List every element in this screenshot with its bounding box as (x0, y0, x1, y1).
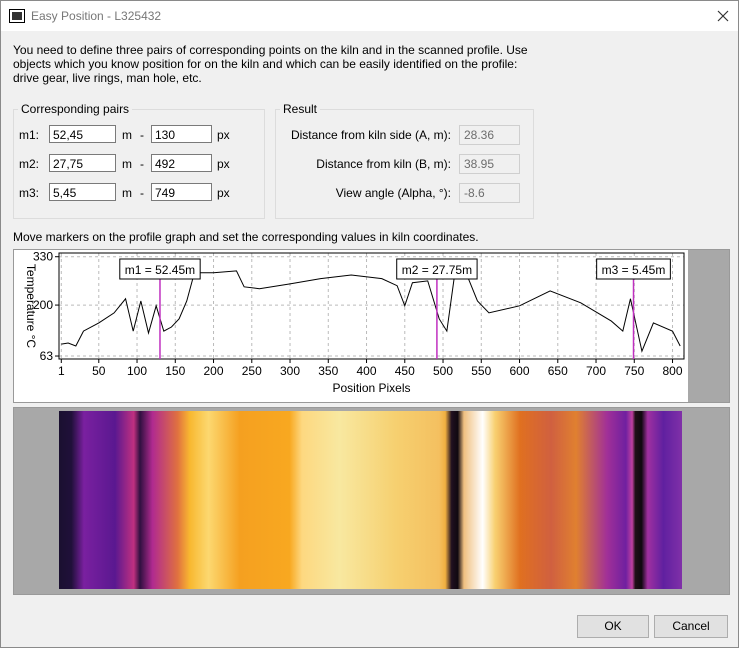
x-tick-label: 300 (280, 364, 300, 378)
x-tick-label: 100 (127, 364, 147, 378)
marker-label: m2 = 27.75m (402, 263, 472, 277)
meters-input[interactable]: 27,75 (49, 154, 116, 172)
marker-label: m1 = 52.45m (125, 263, 195, 277)
meters-input[interactable]: 5,45 (49, 183, 116, 201)
chart: 1 50 100 150 200 250 300 350 400 450 500 550 600 650 7… (24, 250, 685, 395)
unit: px (217, 186, 230, 200)
result-group (275, 109, 534, 219)
y-tick-label: 330 (33, 250, 53, 264)
marker-label: m3 = 5.45m (602, 263, 666, 277)
result-value: -8.6 (459, 183, 520, 203)
pairs-group (13, 109, 265, 219)
x-tick-label: 800 (663, 364, 683, 378)
x-tick-label: 400 (357, 364, 377, 378)
x-tick-label: 1 (58, 364, 65, 378)
separator: - (140, 186, 144, 200)
title-bar: Easy Position - L325432 (1, 1, 738, 31)
x-tick-label: 200 (204, 364, 224, 378)
plot-border (58, 252, 685, 360)
meters-input[interactable]: 52,45 (49, 125, 116, 143)
pixels-input[interactable]: 492 (151, 154, 212, 172)
profile-line (61, 270, 681, 353)
marker-box (596, 258, 671, 280)
marker-box (119, 258, 201, 280)
marker-box (396, 258, 478, 280)
window-title: Easy Position - L325432 (31, 9, 162, 23)
app-icon (9, 9, 25, 23)
y-tick-label: 63 (40, 349, 54, 363)
x-tick-label: 550 (471, 364, 491, 378)
unit: m (122, 157, 132, 171)
unit: px (217, 157, 230, 171)
x-tick-label: 700 (586, 364, 606, 378)
result-value: 38.95 (459, 154, 520, 174)
unit: px (217, 128, 230, 142)
unit: m (122, 186, 132, 200)
cancel-button[interactable]: Cancel (654, 615, 728, 638)
result-label: Distance from kiln (B, m): (316, 157, 451, 171)
x-tick-label: 750 (624, 364, 644, 378)
x-tick-label: 50 (92, 364, 106, 378)
x-tick-label: 250 (242, 364, 262, 378)
x-tick-label: 450 (395, 364, 415, 378)
y-axis-label: Temperature °C (24, 264, 38, 348)
group-title: Corresponding pairs (18, 102, 133, 116)
group-title: Result (280, 102, 321, 116)
y-tick-label: 200 (33, 298, 53, 312)
unit: m (122, 128, 132, 142)
pixels-input[interactable]: 130 (151, 125, 212, 143)
separator: - (140, 128, 144, 142)
x-axis-label: Position Pixels (332, 381, 410, 395)
separator: - (140, 157, 144, 171)
ok-button[interactable]: OK (577, 615, 649, 638)
result-label: View angle (Alpha, °): (335, 186, 451, 200)
x-tick-label: 500 (433, 364, 453, 378)
instructions: You need to define three pairs of corres… (13, 43, 528, 85)
x-tick-label: 650 (548, 364, 568, 378)
result-value: 28.36 (459, 125, 520, 145)
pair-label: m1: (19, 128, 40, 142)
x-tick-label: 350 (318, 364, 338, 378)
thermal-image (59, 411, 682, 589)
hint: Move markers on the profile graph and se… (13, 230, 479, 244)
pixels-input[interactable]: 749 (151, 183, 212, 201)
result-label: Distance from kiln side (A, m): (290, 128, 451, 142)
close-button[interactable] (717, 10, 729, 22)
x-tick-label: 150 (165, 364, 185, 378)
x-tick-label: 600 (510, 364, 530, 378)
pair-label: m3: (19, 186, 40, 200)
pair-label: m2: (19, 157, 40, 171)
